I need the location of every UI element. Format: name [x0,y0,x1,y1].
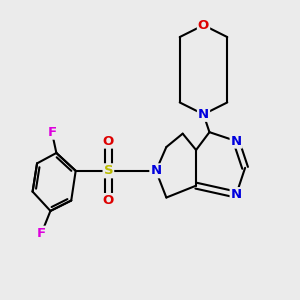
Text: S: S [103,164,113,177]
Text: F: F [37,227,46,240]
Text: N: N [150,164,161,177]
Text: O: O [103,194,114,207]
Text: O: O [103,135,114,148]
Text: N: N [198,108,209,121]
Text: F: F [47,126,56,139]
Text: O: O [198,19,209,32]
Text: N: N [231,135,242,148]
Text: N: N [231,188,242,201]
